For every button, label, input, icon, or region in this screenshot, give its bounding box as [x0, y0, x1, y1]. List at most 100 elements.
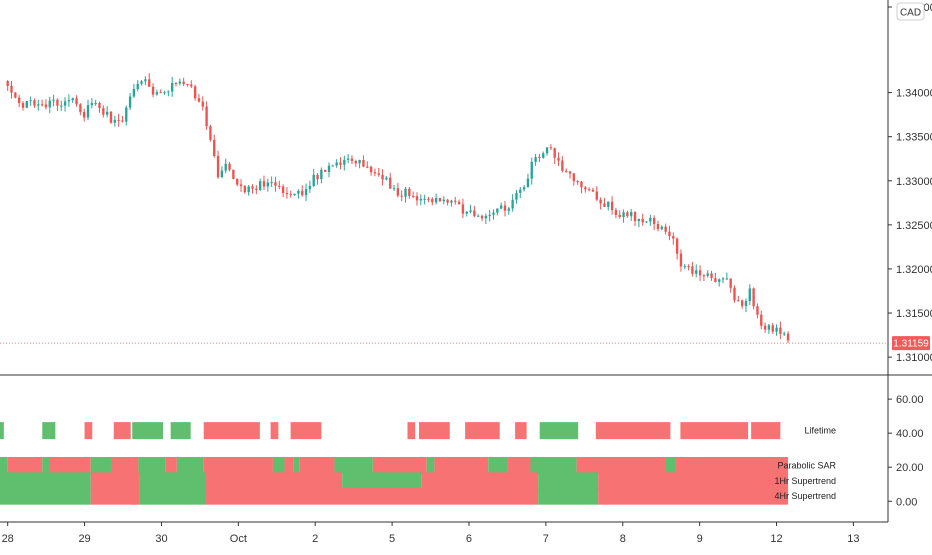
candle-body — [587, 189, 591, 191]
candle-body — [320, 169, 323, 180]
candle-body — [312, 174, 315, 186]
candle-body — [197, 98, 201, 102]
band-segment — [665, 457, 676, 475]
candle-body — [37, 104, 40, 106]
candle-body — [538, 156, 541, 158]
candle-body — [557, 157, 560, 161]
band-segment — [139, 487, 207, 505]
candle-body — [580, 181, 583, 188]
band-segment — [0, 472, 91, 490]
band-segment — [170, 422, 191, 440]
candle-body — [190, 84, 193, 87]
candle-body — [117, 119, 120, 121]
candle-body — [419, 199, 423, 201]
candle-body — [641, 219, 644, 223]
candle-body — [783, 333, 786, 335]
candle-body — [331, 165, 335, 167]
candle-body — [182, 81, 185, 84]
candle-body — [434, 198, 438, 203]
candle-body — [304, 189, 308, 196]
band-segment — [488, 457, 508, 475]
candle-body — [675, 238, 679, 254]
band-segment — [138, 457, 166, 475]
candle-body — [496, 208, 499, 213]
band-segment — [515, 422, 527, 440]
candle-body — [771, 325, 774, 332]
time-tick-label: 29 — [78, 533, 90, 545]
band-segment — [299, 457, 335, 475]
candle-body — [385, 177, 388, 180]
candle-body — [113, 119, 116, 123]
candle-body — [499, 205, 503, 209]
candle-body — [461, 204, 465, 214]
time-tick-label: 6 — [466, 533, 472, 545]
candle-body — [767, 325, 771, 330]
candle-body — [507, 208, 510, 211]
band-segment — [334, 457, 373, 475]
band-label: 4Hr Supertrend — [774, 491, 836, 501]
band-segment — [426, 457, 435, 475]
band-segment — [113, 422, 131, 440]
candle-body — [40, 104, 44, 106]
candle-body — [626, 212, 629, 217]
candle-body — [21, 103, 25, 108]
candle-body — [549, 147, 553, 149]
candle-body — [224, 163, 227, 171]
candle-body — [354, 161, 357, 164]
candle-body — [236, 178, 239, 185]
price-pane — [0, 73, 888, 344]
candle-body — [14, 92, 17, 98]
candle-body — [572, 173, 576, 182]
time-tick-label: 9 — [697, 533, 703, 545]
candle-body — [281, 186, 285, 194]
candle-body — [293, 193, 296, 196]
candle-body — [381, 174, 384, 180]
candle-body — [10, 85, 13, 93]
candle-body — [415, 196, 419, 201]
candle-body — [205, 106, 208, 127]
band-segment — [206, 487, 539, 505]
candle-body — [714, 278, 717, 282]
candle-body — [763, 325, 767, 330]
candle-body — [614, 210, 618, 215]
candle-body — [427, 198, 430, 200]
currency-badge-label: CAD — [900, 8, 921, 19]
candle-body — [411, 195, 415, 197]
candle-body — [346, 158, 350, 160]
band-segment — [165, 457, 177, 475]
candle-body — [534, 156, 537, 162]
candle-body — [633, 212, 637, 222]
band-segment — [7, 457, 43, 475]
band-segment — [0, 487, 91, 505]
time-tick-label: 5 — [389, 533, 395, 545]
candle-body — [664, 226, 667, 232]
candle-body — [775, 327, 778, 332]
candle-body — [656, 224, 660, 230]
candle-body — [679, 253, 683, 267]
candle-body — [607, 201, 610, 207]
band-segment — [49, 457, 91, 475]
candle-body — [159, 92, 162, 94]
candle-body — [457, 201, 461, 205]
candle-body — [637, 219, 641, 222]
candle-body — [174, 82, 178, 84]
candle-body — [473, 210, 476, 216]
candle-body — [350, 158, 354, 162]
candle-body — [702, 275, 706, 277]
time-tick-label: 7 — [543, 533, 549, 545]
currency-badge[interactable] — [896, 2, 925, 21]
candle-body — [408, 188, 411, 196]
candle-body — [228, 163, 231, 170]
band-label: 1Hr Supertrend — [774, 476, 836, 486]
candle-body — [44, 104, 48, 108]
candle-body — [213, 139, 216, 157]
candle-body — [67, 100, 71, 102]
band-segment — [539, 422, 579, 440]
candle-body — [576, 181, 579, 183]
candle-body — [193, 86, 197, 99]
band-segment — [176, 457, 204, 475]
price-tick-label: 1.34000 — [896, 88, 932, 100]
candle-body — [285, 193, 289, 195]
band-segment — [42, 422, 56, 440]
